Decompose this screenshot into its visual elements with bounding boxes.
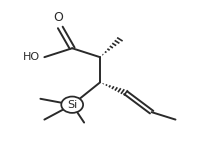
Circle shape	[61, 97, 83, 113]
Text: HO: HO	[23, 52, 40, 62]
Text: O: O	[53, 11, 63, 24]
Text: Si: Si	[67, 100, 77, 110]
